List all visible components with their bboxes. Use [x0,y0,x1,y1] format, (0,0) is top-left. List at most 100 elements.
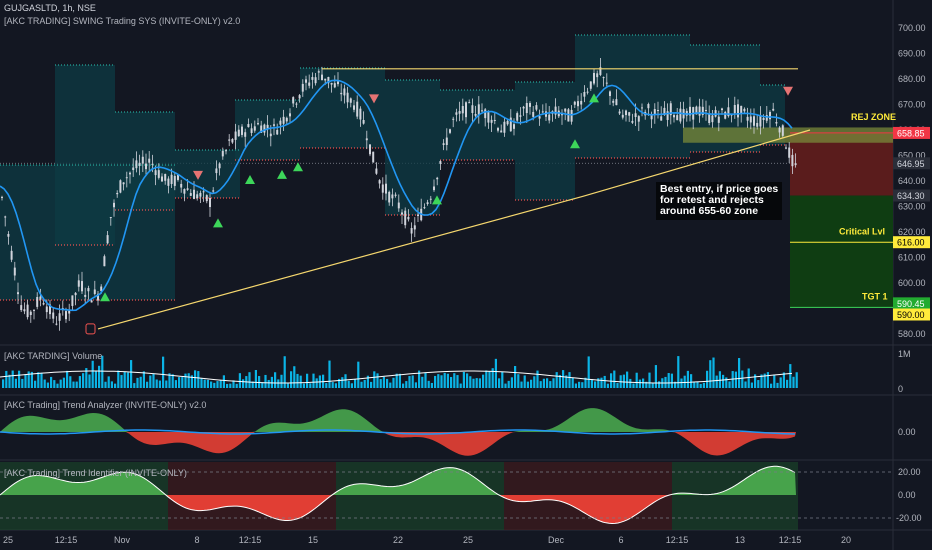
candle-body [791,154,794,167]
candle-body [26,304,29,318]
trend-identifier-bg-strip [378,462,384,530]
volume-bar [670,373,673,388]
volume-bar [734,371,737,388]
candle-body [225,150,227,152]
y-tick-610: 610.00 [898,253,926,263]
candle-body [97,293,99,301]
candle-body [343,88,346,96]
volume-bar [350,383,353,388]
x-tick-0: 25 [3,535,13,545]
candle-body [113,202,115,208]
candle-body [615,99,618,106]
volume-bar [56,383,59,388]
candle-body [417,214,419,216]
volume-bar [283,356,286,388]
candle-body [599,67,602,75]
trend-identifier-bg-strip [144,462,150,530]
x-tick-6: 22 [393,535,403,545]
volume-bar [293,366,296,388]
volume-bar [725,377,728,388]
trend-identifier-bg-strip [12,462,18,530]
candle-body [445,137,448,145]
candle-body [423,207,426,209]
target-label: TGT 1 [862,292,888,302]
volume-bar [779,377,782,388]
volume-bar [114,383,117,388]
trend-identifier-bg-strip [792,462,798,530]
rej-zone-label: REJ ZONE [851,112,896,122]
volume-bar [133,383,136,388]
volume-bar [626,371,629,388]
candle-body [260,125,263,133]
candle-body [141,156,144,164]
trend-identifier-bg-strip [18,462,24,530]
candle-body [17,292,19,295]
trend-identifier-bg-strip [66,462,72,530]
candle-body [164,173,167,181]
candle-body [353,105,355,110]
trend-analyzer-signal-line [0,429,796,435]
volume-bar [37,372,40,388]
trend-identifier-line [0,465,796,525]
sell-signal-marker [193,170,203,180]
volume-bar [165,380,168,388]
volume-bar [504,383,507,388]
volume-bar [261,382,264,388]
volume-bar [443,372,446,388]
volume-bar [434,375,437,388]
trend-identifier-bg-strip [474,462,480,530]
candle-body [701,106,704,115]
trend-identifier-bg-strip [342,462,348,530]
volume-bar [696,381,699,388]
volume-bar [744,381,747,388]
x-tick-8: Dec [548,535,565,545]
x-tick-5: 15 [308,535,318,545]
volume-bar [507,380,510,388]
volume-bar [235,383,238,388]
volume-bar [190,375,193,388]
price-label-bg [893,236,930,249]
trend-identifier-bg-strip [450,462,456,530]
volume-bar [152,373,155,388]
volume-bar [347,380,350,388]
candle-body [135,160,138,169]
volume-bar [600,377,603,388]
volume-bar [494,358,497,388]
trend-identifier-bg-strip [438,462,444,530]
volume-bar [395,373,398,388]
candle-body [452,118,455,120]
candle-body [391,194,394,199]
trend-identifier-bg-strip [702,462,708,530]
trend-identifier-bg-strip [756,462,762,530]
candle-body [263,124,266,133]
volume-bar [715,375,718,388]
trend-identifier-bg-strip [156,462,162,530]
volume-bar [59,379,62,388]
y-tick-690: 690.00 [898,49,926,59]
candle-body [317,71,320,73]
candle-body [132,167,135,171]
volume-bar [491,368,494,388]
candle-body [49,304,51,315]
trend-identifier-bg-strip [492,462,498,530]
volume-bar [366,375,369,388]
volume-bar [616,383,619,388]
volume-bar [402,383,405,388]
volume-bar [168,373,171,388]
volume-bar [280,374,283,388]
volume-bar [536,370,539,388]
y-tick-620: 620.00 [898,227,926,237]
candle-body [583,92,586,97]
candle-body [404,210,407,226]
volume-bar [46,382,49,388]
candle-body [669,103,672,116]
volume-bar [654,365,657,388]
candle-body [695,106,698,115]
candle-body [612,100,615,103]
volume-bar [130,360,133,388]
volume-bar [795,372,798,388]
candle-body [122,182,125,185]
candle-body [266,124,269,129]
candle-body [330,82,333,85]
volume-bars [2,355,798,388]
